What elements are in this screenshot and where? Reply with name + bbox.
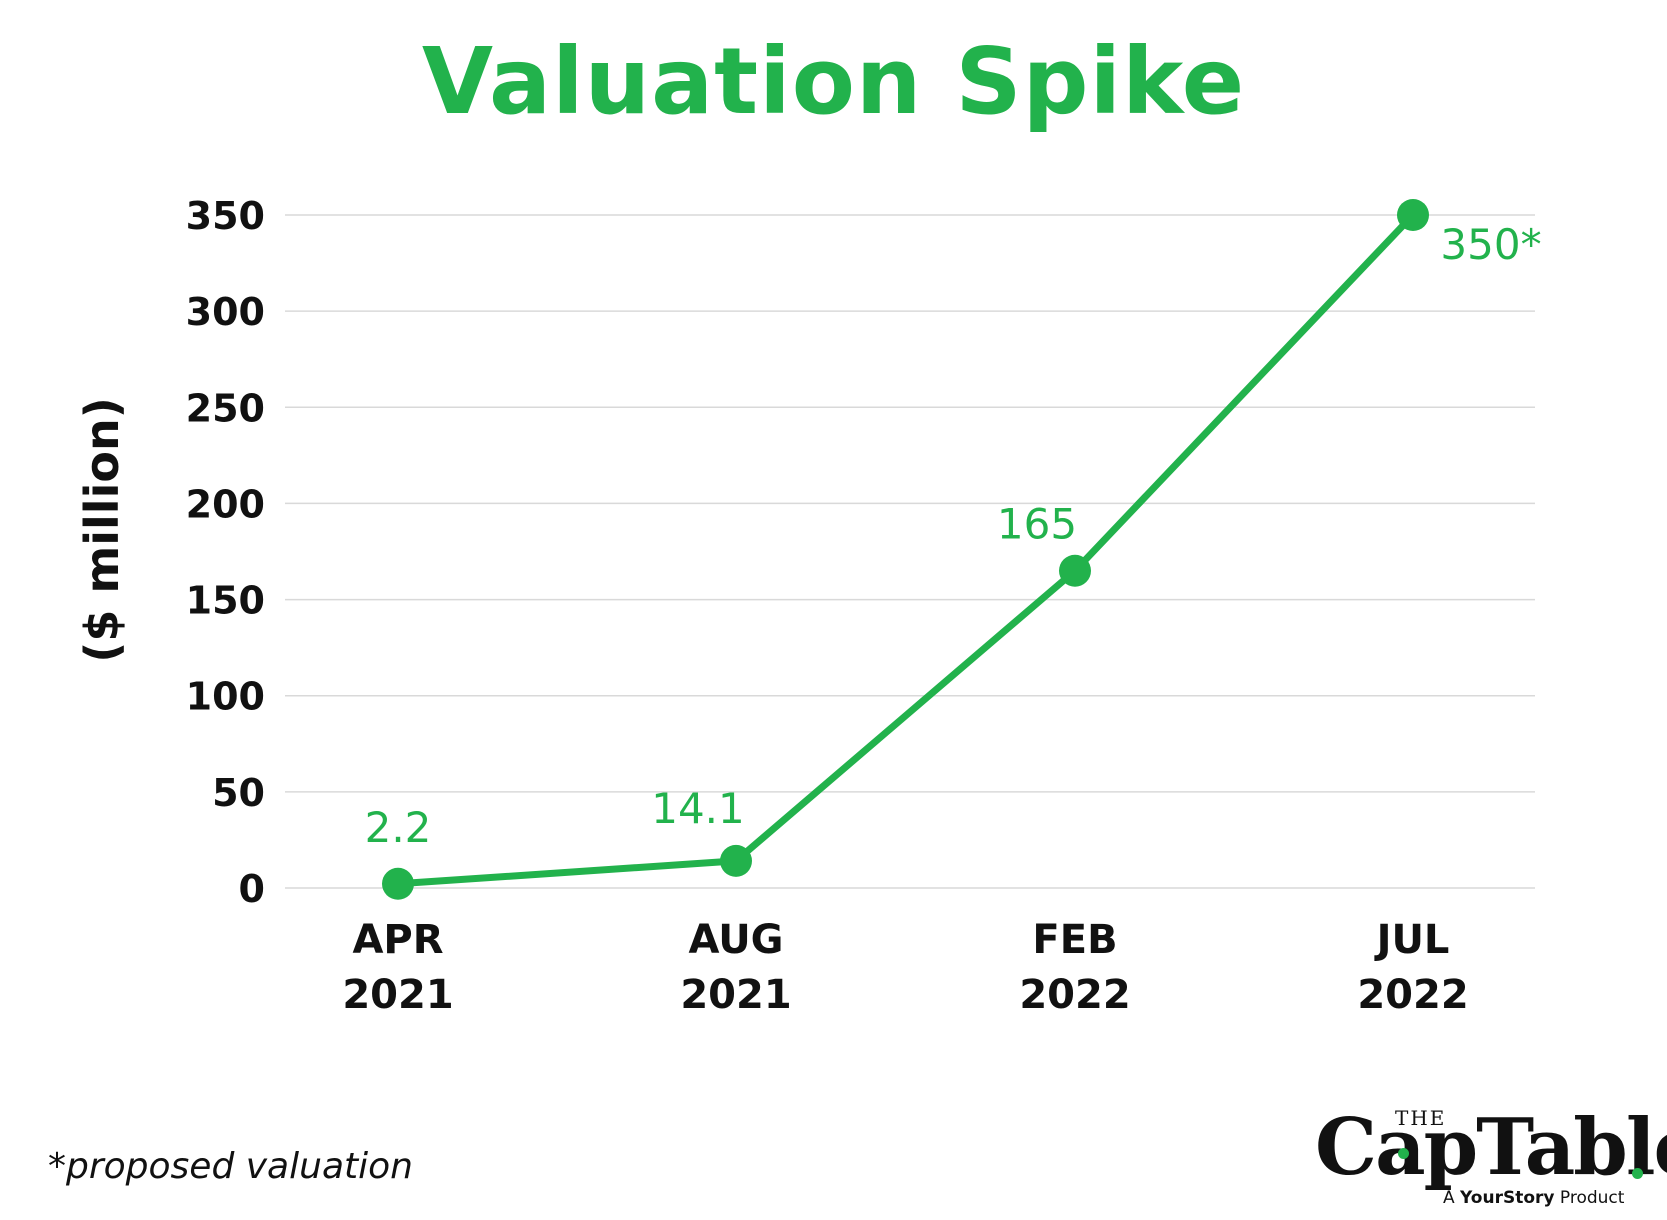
x-tick-label-month: JUL [1374, 917, 1450, 963]
y-axis-ticks: 0 50 100 150 200 250 300 350 [186, 194, 265, 911]
x-tick-label-year: 2022 [1019, 972, 1130, 1018]
x-tick-label-year: 2021 [342, 972, 453, 1018]
y-tick-label: 250 [186, 386, 265, 430]
y-tick-label: 200 [186, 482, 265, 526]
y-tick-label: 100 [186, 675, 265, 719]
x-tick-label-year: 2022 [1357, 972, 1468, 1018]
x-axis-categories: APR 2021 AUG 2021 FEB 2022 JUL 2022 [342, 917, 1468, 1018]
logo-the: THE [1395, 1106, 1447, 1130]
logo-dot [1632, 1168, 1643, 1179]
data-point [1059, 554, 1091, 587]
data-label: 2.2 [365, 803, 432, 852]
data-label: 350* [1440, 220, 1541, 269]
footnote: *proposed valuation [48, 1146, 413, 1187]
x-tick-label-month: APR [352, 917, 443, 963]
data-labels: 2.2 14.1 165 350* [365, 220, 1542, 852]
data-point [382, 867, 414, 900]
y-tick-label: 50 [212, 771, 265, 815]
data-point [1397, 199, 1429, 231]
captable-logo: CapTable THE A YourStory Product [1315, 1102, 1667, 1208]
data-label: 14.1 [651, 784, 745, 833]
chart-title: Valuation Spike [421, 28, 1246, 135]
series-line-layer [394, 211, 1417, 888]
logo-tagline: A YourStory Product [1443, 1188, 1625, 1208]
y-tick-label: 350 [186, 194, 265, 238]
series-line [394, 211, 1417, 888]
data-label: 165 [997, 500, 1077, 549]
x-tick-label-month: FEB [1032, 917, 1117, 963]
y-axis-label: ($ million) [75, 397, 129, 662]
gridlines [285, 214, 1535, 889]
y-tick-label: 0 [239, 867, 265, 911]
data-points [382, 199, 1429, 900]
x-tick-label-year: 2021 [680, 972, 791, 1018]
x-tick-label-month: AUG [688, 917, 783, 963]
data-point [720, 844, 752, 877]
logo-wordmark: CapTable [1315, 1102, 1667, 1193]
y-tick-label: 150 [186, 579, 265, 623]
logo-dot [1398, 1148, 1409, 1159]
y-tick-label: 300 [186, 290, 265, 334]
